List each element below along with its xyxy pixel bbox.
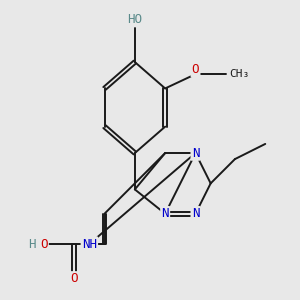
Text: N: N bbox=[192, 146, 199, 160]
Text: HO: HO bbox=[127, 13, 142, 26]
Text: NH: NH bbox=[82, 238, 97, 250]
Text: H: H bbox=[28, 238, 35, 250]
Text: O: O bbox=[192, 63, 199, 76]
Text: N: N bbox=[161, 207, 169, 220]
Text: O: O bbox=[70, 272, 78, 285]
Text: CH₃: CH₃ bbox=[229, 69, 249, 79]
Text: N: N bbox=[192, 207, 199, 220]
Text: O: O bbox=[40, 238, 48, 250]
